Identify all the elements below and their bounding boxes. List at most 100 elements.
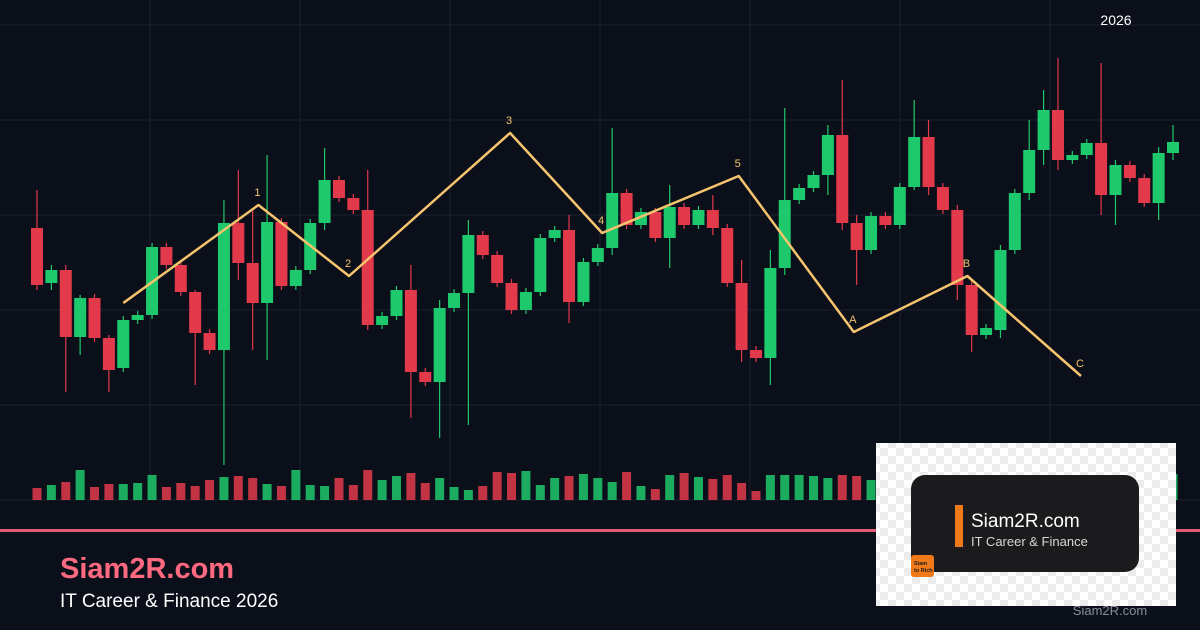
volume-bar <box>593 478 603 500</box>
candle-body <box>778 200 791 268</box>
volume-bar <box>363 470 373 500</box>
volume-bar <box>478 486 488 500</box>
volume-bar <box>550 478 560 500</box>
candle-body <box>361 210 374 325</box>
candle-body <box>793 188 806 200</box>
wave-layer: 1 2 3 4 5 A B C <box>122 115 1084 377</box>
brand-tagline: IT Career & Finance 2026 <box>60 591 278 612</box>
candle-body <box>160 247 173 265</box>
candle-body <box>893 187 906 225</box>
candle-body <box>965 285 978 335</box>
candle-body <box>1109 165 1122 195</box>
candle-body <box>476 235 489 255</box>
candle-body <box>88 298 101 338</box>
volume-bar <box>32 488 42 500</box>
wave-label: B <box>963 258 970 270</box>
candle-body <box>1152 153 1165 203</box>
badge-icon <box>911 555 934 577</box>
candle-body <box>203 333 216 350</box>
candle-body <box>433 308 446 382</box>
candle-body <box>1123 165 1136 178</box>
volume-bar <box>852 476 862 500</box>
candle-body <box>735 283 748 350</box>
candle-layer <box>31 58 1179 465</box>
volume-bar <box>837 475 847 500</box>
volume-bar <box>780 475 790 500</box>
volume-bar <box>507 473 517 500</box>
candle-body <box>994 250 1007 330</box>
candle-body <box>807 175 820 188</box>
candle-body <box>706 210 719 228</box>
volume-bar <box>46 485 56 500</box>
candle-body <box>59 270 72 337</box>
candle-body <box>1066 155 1079 160</box>
volume-bar <box>578 474 588 500</box>
volume-bar <box>535 485 545 500</box>
badge-name: Siam2R.com <box>971 511 1080 532</box>
volume-bar <box>161 487 171 500</box>
badge-icon-text: to Rich <box>914 568 933 574</box>
candle-body <box>692 210 705 225</box>
candle-body <box>74 298 87 337</box>
candle-body <box>1080 143 1093 155</box>
wave-label: 3 <box>506 115 512 127</box>
badge-icon-text: Siam <box>914 561 927 567</box>
candle-body <box>577 262 590 302</box>
candle-body <box>1023 150 1036 193</box>
wave-label: 5 <box>735 158 741 170</box>
watermark: Siam2R.com <box>1073 603 1147 618</box>
candle-body <box>908 137 921 187</box>
volume-bar <box>176 483 186 500</box>
candle-body <box>45 270 58 283</box>
candle-body <box>102 338 115 370</box>
candle-body <box>649 212 662 238</box>
brand-name: Siam2R.com <box>60 553 234 585</box>
volume-bar <box>564 476 574 500</box>
wave-label: A <box>849 314 857 326</box>
candle-body <box>764 268 777 358</box>
candle-body <box>879 216 892 225</box>
volume-bar <box>809 476 819 500</box>
volume-bar <box>521 471 531 500</box>
candle-body <box>376 316 389 325</box>
candle-body <box>548 230 561 238</box>
volume-bar <box>765 475 775 500</box>
candle-body <box>678 207 691 225</box>
volume-bar <box>391 476 401 500</box>
badge-tagline: IT Career & Finance <box>971 534 1088 549</box>
volume-bar <box>708 479 718 500</box>
volume-bar <box>636 486 646 500</box>
candle-body <box>318 180 331 223</box>
badge-card <box>911 475 1139 572</box>
candle-body <box>289 270 302 286</box>
volume-bar <box>463 490 473 500</box>
candle-body <box>980 328 993 335</box>
candle-body <box>1167 142 1179 153</box>
volume-bar <box>823 478 833 500</box>
candle-body <box>404 290 417 372</box>
candle-body <box>721 228 734 283</box>
volume-bar <box>90 487 100 500</box>
candle-body <box>865 216 878 250</box>
candle-body <box>174 265 187 292</box>
badge-accent <box>955 505 963 547</box>
volume-bar <box>348 485 358 500</box>
candle-body <box>663 207 676 238</box>
volume-bar <box>118 484 128 500</box>
wave-label: 1 <box>254 187 260 199</box>
volume-bar <box>866 480 876 500</box>
candle-body <box>591 248 604 262</box>
candle-body <box>951 210 964 285</box>
candle-body <box>275 222 288 286</box>
volume-bar <box>492 472 502 500</box>
candle-body <box>922 137 935 187</box>
volume-bar <box>377 480 387 500</box>
volume-bar <box>622 472 632 500</box>
candle-body <box>117 320 130 368</box>
candle-body <box>836 135 849 223</box>
candle-body <box>131 315 144 320</box>
volume-bar <box>147 475 157 500</box>
candle-body <box>232 223 245 263</box>
volume-bar <box>248 478 258 500</box>
